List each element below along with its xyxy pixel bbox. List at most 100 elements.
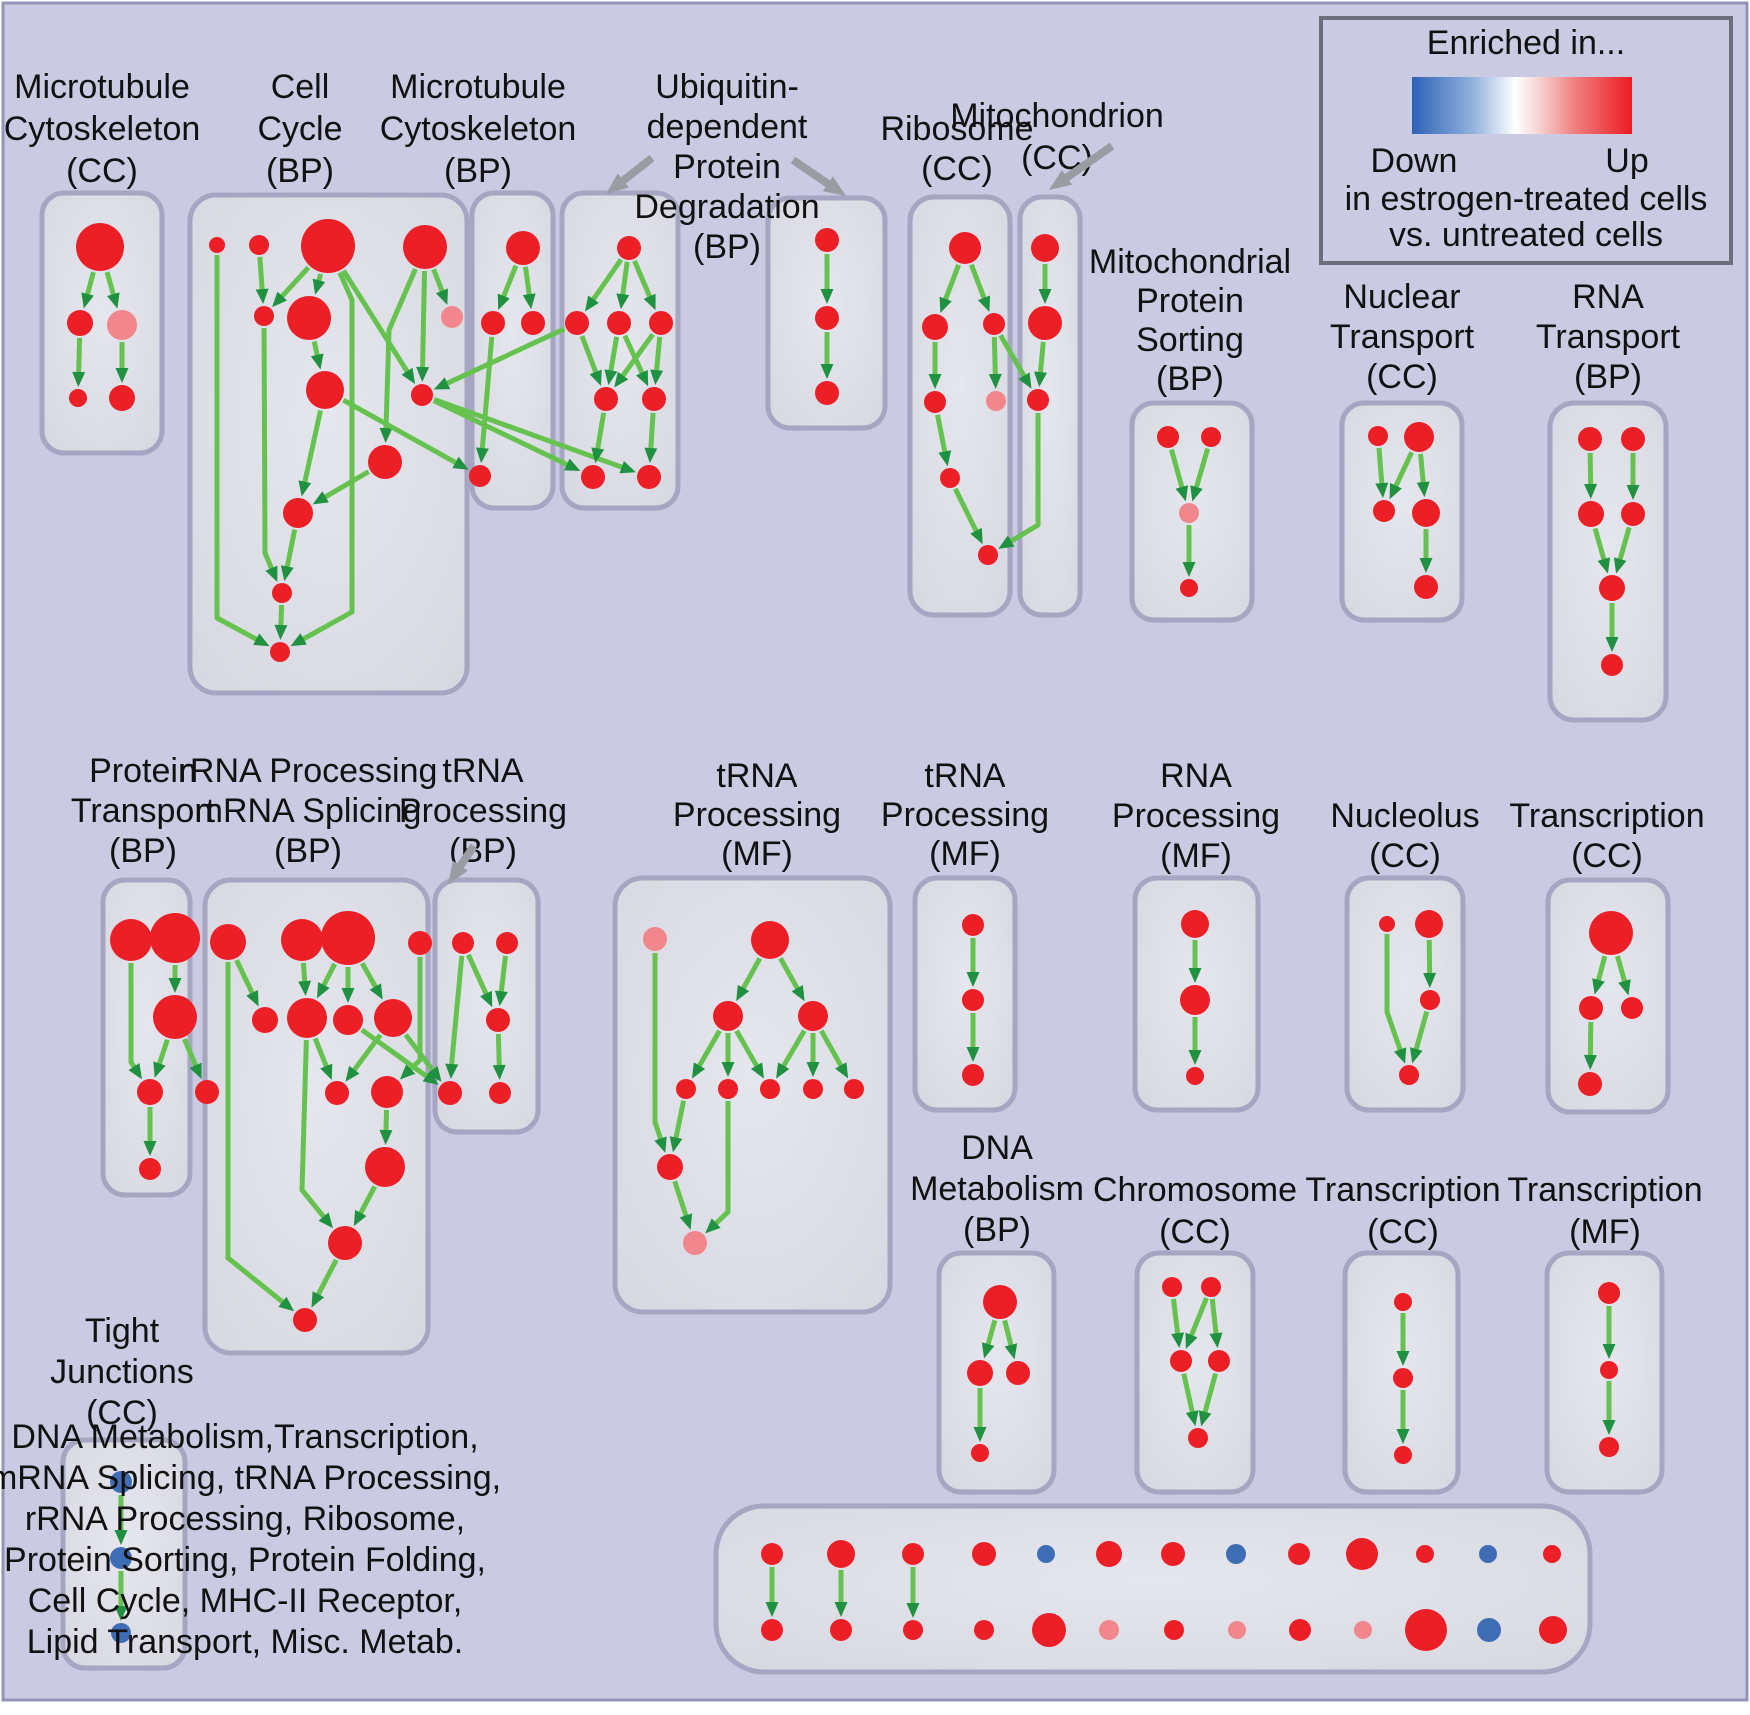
edge-arrowhead-U2-U5 bbox=[635, 369, 649, 387]
edge-D2-D4 bbox=[479, 336, 495, 451]
label-ubiquitin-line5: (BP) bbox=[693, 228, 761, 266]
edge-a3-a6 bbox=[279, 265, 311, 300]
node-a8 bbox=[306, 371, 344, 409]
edge-a4-a10 bbox=[383, 268, 418, 431]
node-c4 bbox=[1208, 1350, 1230, 1372]
node-P3 bbox=[153, 995, 197, 1039]
node-C2 bbox=[67, 310, 93, 336]
label-microtubule-cc-line3: (CC) bbox=[66, 152, 138, 190]
node-B3 bbox=[983, 313, 1005, 335]
node-R11 bbox=[365, 1147, 405, 1187]
edge-arrowhead-V5-V6 bbox=[1605, 637, 1619, 652]
node-G5 bbox=[676, 1079, 696, 1099]
edge-arrowhead-G3-G5 bbox=[691, 1062, 706, 1079]
edge-arrowhead-R1-R13 bbox=[278, 1296, 295, 1312]
legend-title: Enriched in... bbox=[1427, 24, 1625, 62]
node-a5 bbox=[441, 306, 463, 328]
node-N2 bbox=[1404, 422, 1434, 452]
edge-B6-B7 bbox=[953, 487, 980, 534]
node-a10 bbox=[368, 445, 402, 479]
edge-arrowhead-a3-a13 bbox=[290, 633, 307, 647]
edge-arrowhead-G4-G7 bbox=[776, 1062, 790, 1079]
node-s3b bbox=[903, 1620, 923, 1640]
label-nucleolus-line2: (CC) bbox=[1369, 837, 1441, 875]
edge-arrowhead-DM2-DM4 bbox=[973, 1427, 987, 1442]
edge-arrowhead-R2-R6 bbox=[298, 980, 312, 997]
edge-arrowhead-C1-C2 bbox=[81, 292, 94, 309]
pointer-arrowhead-3 bbox=[1049, 170, 1073, 190]
node-a13 bbox=[270, 642, 290, 662]
edge-arrowhead-s2a-s2b bbox=[834, 1602, 848, 1617]
edges-layer bbox=[72, 254, 1640, 1621]
node-B7 bbox=[978, 545, 998, 565]
node-a4 bbox=[403, 225, 447, 269]
edge-arrowhead-a3-a6 bbox=[272, 291, 288, 308]
label-trna-mf-2-line3: (MF) bbox=[929, 835, 1001, 873]
cluster-box-rrna-mrna bbox=[202, 877, 431, 1356]
node-G2 bbox=[751, 921, 789, 959]
label-nuclear-transport-line2: Transport bbox=[1330, 318, 1475, 356]
edge-arrowhead-L1-L2 bbox=[1396, 1351, 1410, 1366]
edge-arrowhead-U3-U5 bbox=[650, 369, 664, 386]
label-cell-cycle-line3: (BP) bbox=[266, 152, 334, 190]
node-s7b bbox=[1164, 1620, 1184, 1640]
node-T4 bbox=[438, 1081, 462, 1105]
edge-G6-G11 bbox=[712, 1101, 731, 1227]
cluster-boxes-layer bbox=[39, 190, 1671, 1675]
edge-arrowhead-R12-R13 bbox=[311, 1291, 325, 1308]
edge-arrowhead-U4-U6 bbox=[591, 447, 605, 464]
node-s1a bbox=[761, 1543, 783, 1565]
label-trna-mf-2-line2: Processing bbox=[881, 796, 1049, 834]
edge-arrowhead-Q2-Q3 bbox=[1190, 485, 1203, 502]
node-G11 bbox=[683, 1231, 707, 1255]
node-M1 bbox=[1031, 234, 1059, 262]
node-U5 bbox=[642, 387, 666, 411]
edge-arrowhead-R6-R9 bbox=[320, 1063, 333, 1081]
node-R3 bbox=[321, 911, 375, 965]
edge-U0-U3 bbox=[632, 259, 653, 300]
edge-arrowhead-J2-J3 bbox=[1423, 972, 1437, 989]
edge-a10-a11 bbox=[322, 469, 370, 500]
node-Q2 bbox=[1201, 427, 1221, 447]
label-misc-cluster-list-line1: DNA Metabolism,Transcription, bbox=[11, 1418, 478, 1456]
node-C1 bbox=[76, 223, 124, 271]
label-rna-transport-line2: Transport bbox=[1536, 318, 1681, 356]
label-trna-mf-1-line1: tRNA bbox=[716, 757, 798, 795]
pointer-arrow-1 bbox=[616, 154, 655, 188]
edge-R6-R12 bbox=[299, 1039, 327, 1220]
label-transcription-mf-line2: (MF) bbox=[1569, 1213, 1641, 1251]
edge-arrowhead-c4-c5 bbox=[1198, 1410, 1212, 1427]
node-P5 bbox=[139, 1158, 161, 1180]
edge-M2-M3 bbox=[1037, 341, 1046, 375]
node-G9 bbox=[844, 1079, 864, 1099]
label-trna-mf-1-line3: (MF) bbox=[721, 835, 793, 873]
edge-arrowhead-P3-P4 bbox=[153, 1061, 166, 1078]
node-D2 bbox=[481, 311, 505, 335]
node-s3a bbox=[902, 1543, 924, 1565]
edge-arrowhead-a8-a11 bbox=[298, 480, 312, 497]
edge-arrowhead-a8-D4 bbox=[452, 456, 469, 470]
edge-C1-C3 bbox=[104, 271, 117, 297]
edge-R12-R13 bbox=[315, 1258, 339, 1298]
edge-arrowhead-U3-U4 bbox=[614, 371, 629, 388]
edge-N2-N3 bbox=[1392, 451, 1414, 489]
label-ribosome-line2: (CC) bbox=[921, 150, 993, 188]
cluster-box-nuclear-transport bbox=[1339, 400, 1465, 623]
node-s9b bbox=[1289, 1619, 1311, 1641]
edge-arrowhead-T1-T3 bbox=[480, 990, 493, 1008]
pointer-arrow-3 bbox=[1059, 142, 1115, 185]
edge-arrowhead-a2-a6 bbox=[255, 288, 269, 305]
pointer-arrowhead-2 bbox=[822, 176, 846, 196]
node-Q1 bbox=[1157, 426, 1179, 448]
edge-arrowhead-G4-G8 bbox=[806, 1062, 820, 1077]
edge-V4-V5 bbox=[1617, 526, 1632, 562]
node-Q4 bbox=[1180, 579, 1198, 597]
cluster-box-transcription-cc-mid bbox=[1545, 877, 1671, 1115]
edge-a2-a6 bbox=[257, 256, 265, 292]
node-c1 bbox=[1162, 1277, 1182, 1297]
edge-arrowhead-TJ2-TJ3 bbox=[114, 1606, 128, 1621]
edge-D1-D2 bbox=[500, 264, 519, 299]
node-R6 bbox=[287, 998, 327, 1038]
edge-arrowhead-R3-R7 bbox=[341, 988, 355, 1003]
node-s11a bbox=[1416, 1545, 1434, 1563]
